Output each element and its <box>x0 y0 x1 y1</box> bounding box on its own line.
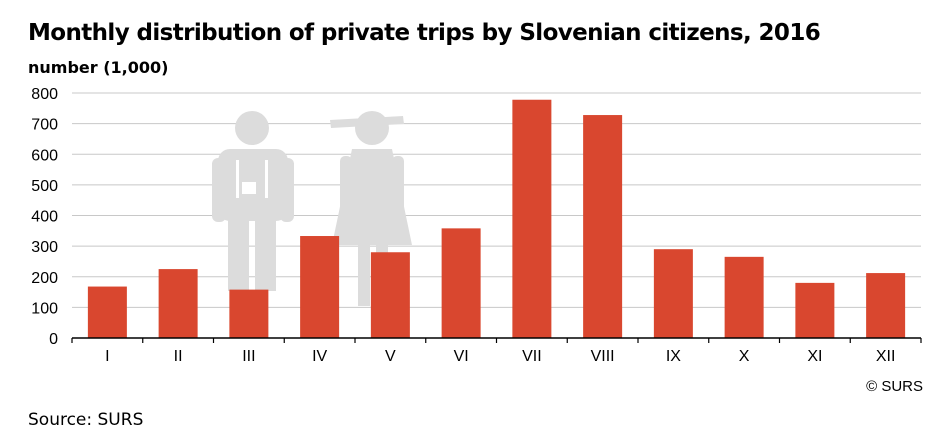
bars <box>87 99 906 338</box>
x-tick-label: II <box>174 348 183 365</box>
bar-II <box>158 269 198 338</box>
y-tick-label: 100 <box>31 300 58 317</box>
x-tick-label: X <box>739 348 750 365</box>
y-tick-label: 400 <box>31 209 58 226</box>
y-axis-label: number (1,000) <box>28 58 169 77</box>
bar-VIII <box>583 115 623 338</box>
x-tick-label: V <box>385 348 396 365</box>
y-tick-label: 500 <box>31 178 58 195</box>
bar-I <box>87 286 127 338</box>
bar-VII <box>512 99 552 338</box>
x-tick-label: XII <box>876 348 896 365</box>
bar-V <box>370 252 410 338</box>
y-tick-label: 700 <box>31 117 58 134</box>
y-tick-label: 300 <box>31 239 58 256</box>
x-tick-label: XI <box>807 348 822 365</box>
x-tick-label: III <box>242 348 255 365</box>
x-tick-label: IX <box>666 348 681 365</box>
bar-X <box>724 256 764 338</box>
x-tick-label: IV <box>312 348 327 365</box>
y-tick-label: 800 <box>31 86 58 103</box>
bar-IX <box>653 249 693 338</box>
x-tick-label: VII <box>522 348 542 365</box>
chart-title: Monthly distribution of private trips by… <box>28 20 821 46</box>
y-tick-label: 0 <box>49 331 58 348</box>
bar-VI <box>441 228 481 338</box>
gridlines <box>72 92 921 308</box>
y-tick-label: 600 <box>31 147 58 164</box>
tourist-couple-icon <box>212 111 412 306</box>
x-tick-label: VIII <box>591 348 615 365</box>
bar-XI <box>795 282 835 338</box>
source-note: Source: SURS <box>28 410 144 430</box>
x-tick-label: VI <box>454 348 469 365</box>
bar-IV <box>300 236 340 338</box>
copyright-notice: © SURS <box>866 378 923 395</box>
bar-XII <box>866 273 906 338</box>
y-tick-label: 200 <box>31 270 58 287</box>
bar-III <box>229 289 269 338</box>
x-tick-label: I <box>105 348 109 365</box>
